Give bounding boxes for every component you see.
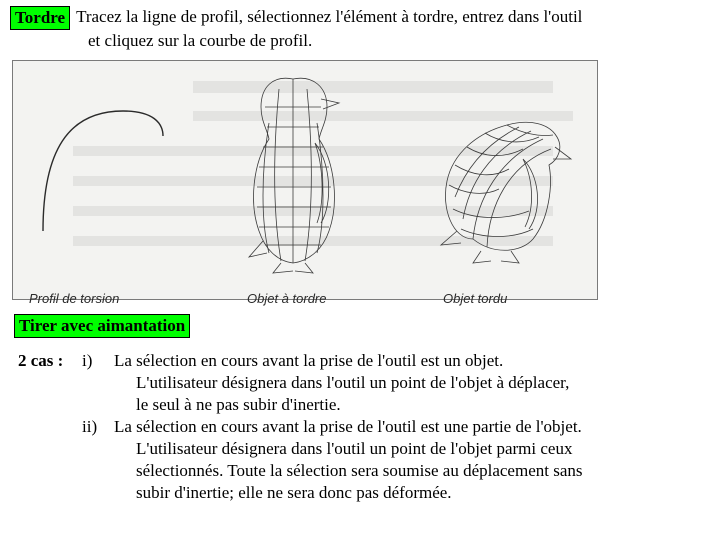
document-page: Tordre Tracez la ligne de profil, sélect… <box>0 0 720 540</box>
case-ii-line4: subir d'inertie; elle ne sera donc pas d… <box>18 482 720 504</box>
case-ii-line1: La sélection en cours avant la prise de … <box>114 416 582 438</box>
section-tordre: Tordre Tracez la ligne de profil, sélect… <box>0 6 720 30</box>
cases-label: 2 cas : <box>18 350 82 372</box>
case-ii-line3: sélectionnés. Toute la sélection sera so… <box>18 460 720 482</box>
roman-ii: ii) <box>82 416 114 438</box>
figure-svg <box>13 61 597 299</box>
roman-i: i) <box>82 350 114 372</box>
tordre-line2: et cliquez sur la courbe de profil. <box>0 30 720 52</box>
case-ii-line2: L'utilisateur désignera dans l'outil un … <box>18 438 720 460</box>
figure-torsion: Profil de torsion Objet à tordre Objet t… <box>12 60 598 300</box>
tag-tirer: Tirer avec aimantation <box>14 314 190 338</box>
section-tirer: Tirer avec aimantation <box>0 314 720 338</box>
tag-tordre: Tordre <box>10 6 70 30</box>
tordre-line1: Tracez la ligne de profil, sélectionnez … <box>70 6 582 28</box>
case-i: 2 cas : i) La sélection en cours avant l… <box>18 350 720 372</box>
case-i-line3: le seul à ne pas subir d'inertie. <box>18 394 720 416</box>
case-i-line2: L'utilisateur désignera dans l'outil un … <box>18 372 720 394</box>
caption-profile: Profil de torsion <box>29 291 119 306</box>
caption-twisted-object: Objet tordu <box>443 291 507 306</box>
caption-object-to-twist: Objet à tordre <box>247 291 327 306</box>
case-i-line1: La sélection en cours avant la prise de … <box>114 350 503 372</box>
cases-block: 2 cas : i) La sélection en cours avant l… <box>0 350 720 504</box>
case-ii: ii) La sélection en cours avant la prise… <box>18 416 720 438</box>
